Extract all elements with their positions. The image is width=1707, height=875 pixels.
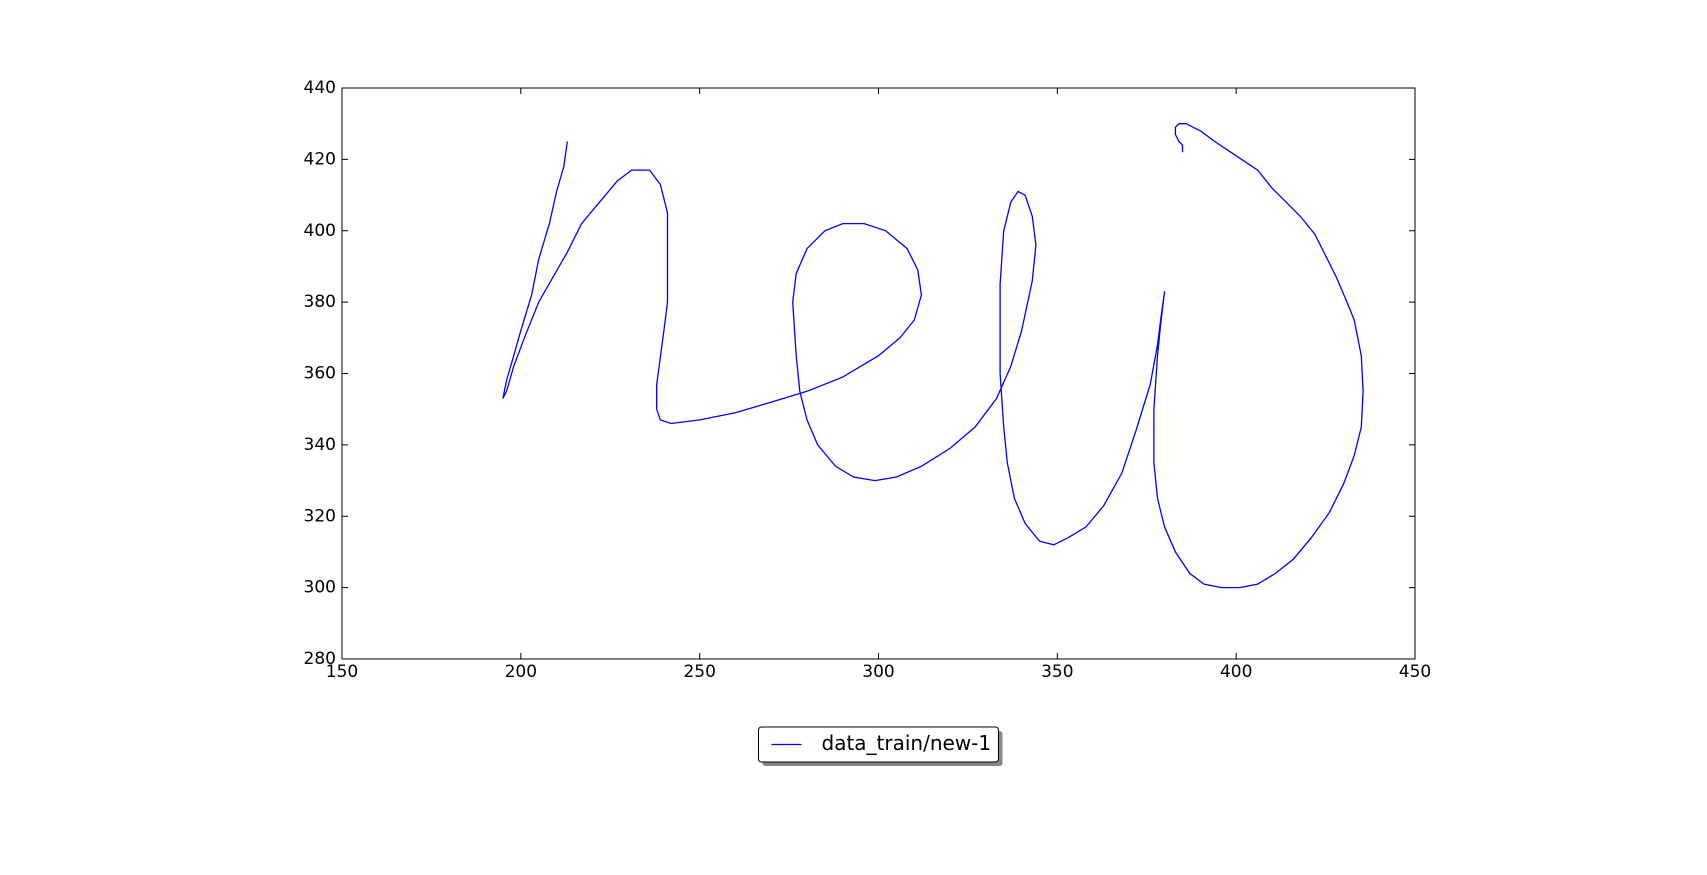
y-tick-label: 420 — [304, 149, 336, 169]
axes-frame — [341, 87, 1416, 660]
y-tick-label: 400 — [304, 221, 336, 241]
x-tick-label: 350 — [1041, 662, 1073, 682]
x-tick-label: 300 — [862, 662, 894, 682]
x-tick-label: 250 — [683, 662, 715, 682]
y-tick-label: 280 — [304, 649, 336, 669]
y-tick-label: 440 — [304, 78, 336, 98]
x-tick-label: 400 — [1220, 662, 1252, 682]
data-line — [502, 123, 1364, 589]
x-tick-label: 200 — [505, 662, 537, 682]
y-tick-label: 360 — [304, 364, 336, 384]
y-tick-label: 340 — [304, 435, 336, 455]
y-tick-label: 380 — [304, 292, 336, 312]
legend — [758, 726, 999, 763]
x-tick-label: 450 — [1399, 662, 1431, 682]
x-tick-label: 150 — [326, 662, 358, 682]
legend-label: data_train/new-1 — [822, 731, 992, 755]
y-tick-label: 320 — [304, 506, 336, 526]
y-tick-label: 300 — [304, 578, 336, 598]
